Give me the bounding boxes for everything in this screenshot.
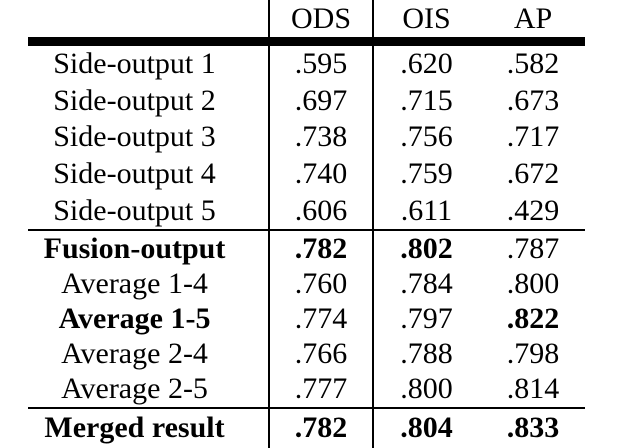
ods-value: .595 [294, 47, 348, 81]
ods-value: .766 [294, 337, 348, 371]
section-divider [28, 406, 585, 409]
row-label: Side-output 1 [53, 47, 216, 81]
table-row: Side-output 3 .738 .756 .717 [0, 119, 618, 156]
row-label: Side-output 2 [53, 83, 216, 117]
table-row: Average 1-5 .774 .797 .822 [0, 301, 618, 336]
header-row: ODS OIS AP [0, 0, 618, 37]
ap-value: .672 [506, 157, 560, 191]
section-divider [28, 228, 585, 231]
table-row: Side-output 4 .740 .759 .672 [0, 156, 618, 193]
row-label: Average 1-4 [61, 266, 208, 300]
row-label: Side-output 5 [53, 193, 216, 227]
table-row: Side-output 1 .595 .620 .582 [0, 46, 618, 83]
ap-value: .814 [506, 372, 560, 406]
row-label: Average 2-4 [61, 337, 208, 371]
ois-value: .715 [400, 83, 453, 117]
ois-value: .788 [400, 337, 453, 371]
ods-value: .760 [294, 266, 348, 300]
column-header-ap: AP [513, 1, 553, 35]
ap-value: .673 [506, 83, 560, 117]
ods-value: .606 [294, 193, 348, 227]
ods-value: .740 [294, 157, 348, 191]
header-rule [28, 37, 585, 46]
ois-value: .756 [400, 120, 453, 154]
table-row: Average 2-4 .766 .788 .798 [0, 337, 618, 372]
ods-value: .774 [294, 301, 348, 335]
ap-value: .800 [506, 266, 560, 300]
ods-value: .782 [294, 411, 348, 445]
table-row: Average 2-5 .777 .800 .814 [0, 372, 618, 407]
ap-value: .822 [506, 301, 560, 335]
row-label: Merged result [44, 411, 225, 445]
ois-value: .797 [400, 301, 453, 335]
ap-value: .429 [506, 193, 560, 227]
ois-value: .620 [400, 47, 453, 81]
ap-value: .798 [506, 337, 560, 371]
ap-value: .717 [506, 120, 560, 154]
ois-value: .784 [400, 266, 453, 300]
ois-value: .611 [400, 193, 453, 227]
table-row: Merged result .782 .804 .833 [0, 409, 618, 448]
table-row: Side-output 2 .697 .715 .673 [0, 83, 618, 120]
column-divider-ods-ois [372, 0, 374, 448]
ods-value: .738 [294, 120, 348, 154]
table-row: Average 1-4 .760 .784 .800 [0, 266, 618, 301]
table-row: Side-output 5 .606 .611 .429 [0, 192, 618, 229]
row-label: Average 2-5 [61, 372, 208, 406]
column-header-ois: OIS [402, 1, 451, 35]
ois-value: .759 [400, 157, 453, 191]
row-label: Average 1-5 [58, 301, 211, 335]
ois-value: .802 [400, 231, 453, 265]
ois-value: .804 [400, 411, 453, 445]
ods-value: .782 [294, 231, 348, 265]
row-label: Side-output 4 [53, 157, 216, 191]
ods-value: .777 [294, 372, 348, 406]
ois-value: .800 [400, 372, 453, 406]
row-label: Side-output 3 [53, 120, 216, 154]
ods-value: .697 [294, 83, 348, 117]
row-label: Fusion-output [43, 231, 226, 265]
column-header-ods: ODS [290, 1, 351, 35]
ap-value: .833 [506, 411, 560, 445]
column-divider-label-ods [268, 0, 270, 448]
table-row: Fusion-output .782 .802 .787 [0, 231, 618, 266]
ap-value: .787 [506, 231, 560, 265]
ap-value: .582 [506, 47, 560, 81]
